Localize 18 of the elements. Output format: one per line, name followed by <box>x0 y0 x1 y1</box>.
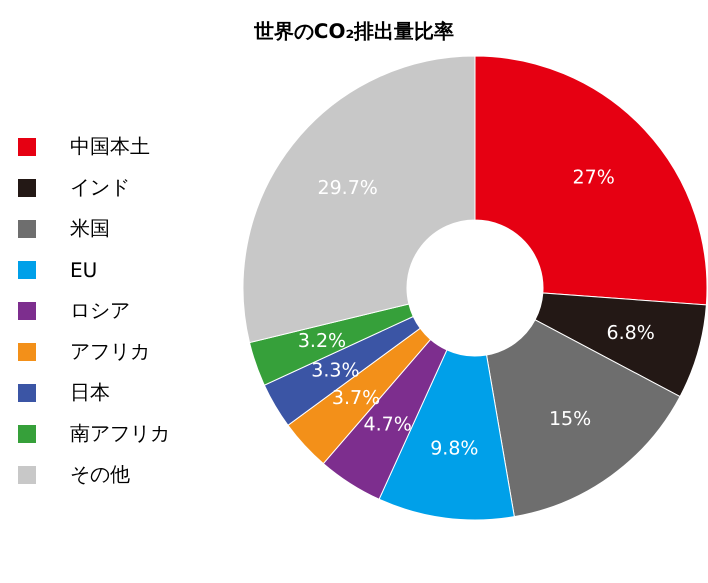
data-label: 3.3% <box>311 359 360 382</box>
data-label: 3.7% <box>332 386 380 409</box>
data-label: 9.8% <box>430 438 478 460</box>
legend-label: 日本 <box>70 379 110 406</box>
legend-label: ロシア <box>70 297 130 324</box>
legend-label: 中国本土 <box>70 133 150 160</box>
data-label: 15% <box>548 408 592 430</box>
legend-label: 米国 <box>70 215 110 242</box>
data-label: 4.7% <box>364 413 412 436</box>
data-label: 3.2% <box>298 330 346 352</box>
legend-label: アフリカ <box>70 338 150 365</box>
legend-label: その他 <box>70 461 130 488</box>
legend-label: 南アフリカ <box>70 420 170 447</box>
data-label: 27% <box>572 166 615 189</box>
legend-label: EU <box>70 258 98 282</box>
data-label: 6.8% <box>606 322 655 344</box>
legend-label: インド <box>70 174 130 201</box>
chart-title: 世界のCO₂排出量比率 <box>252 18 456 45</box>
